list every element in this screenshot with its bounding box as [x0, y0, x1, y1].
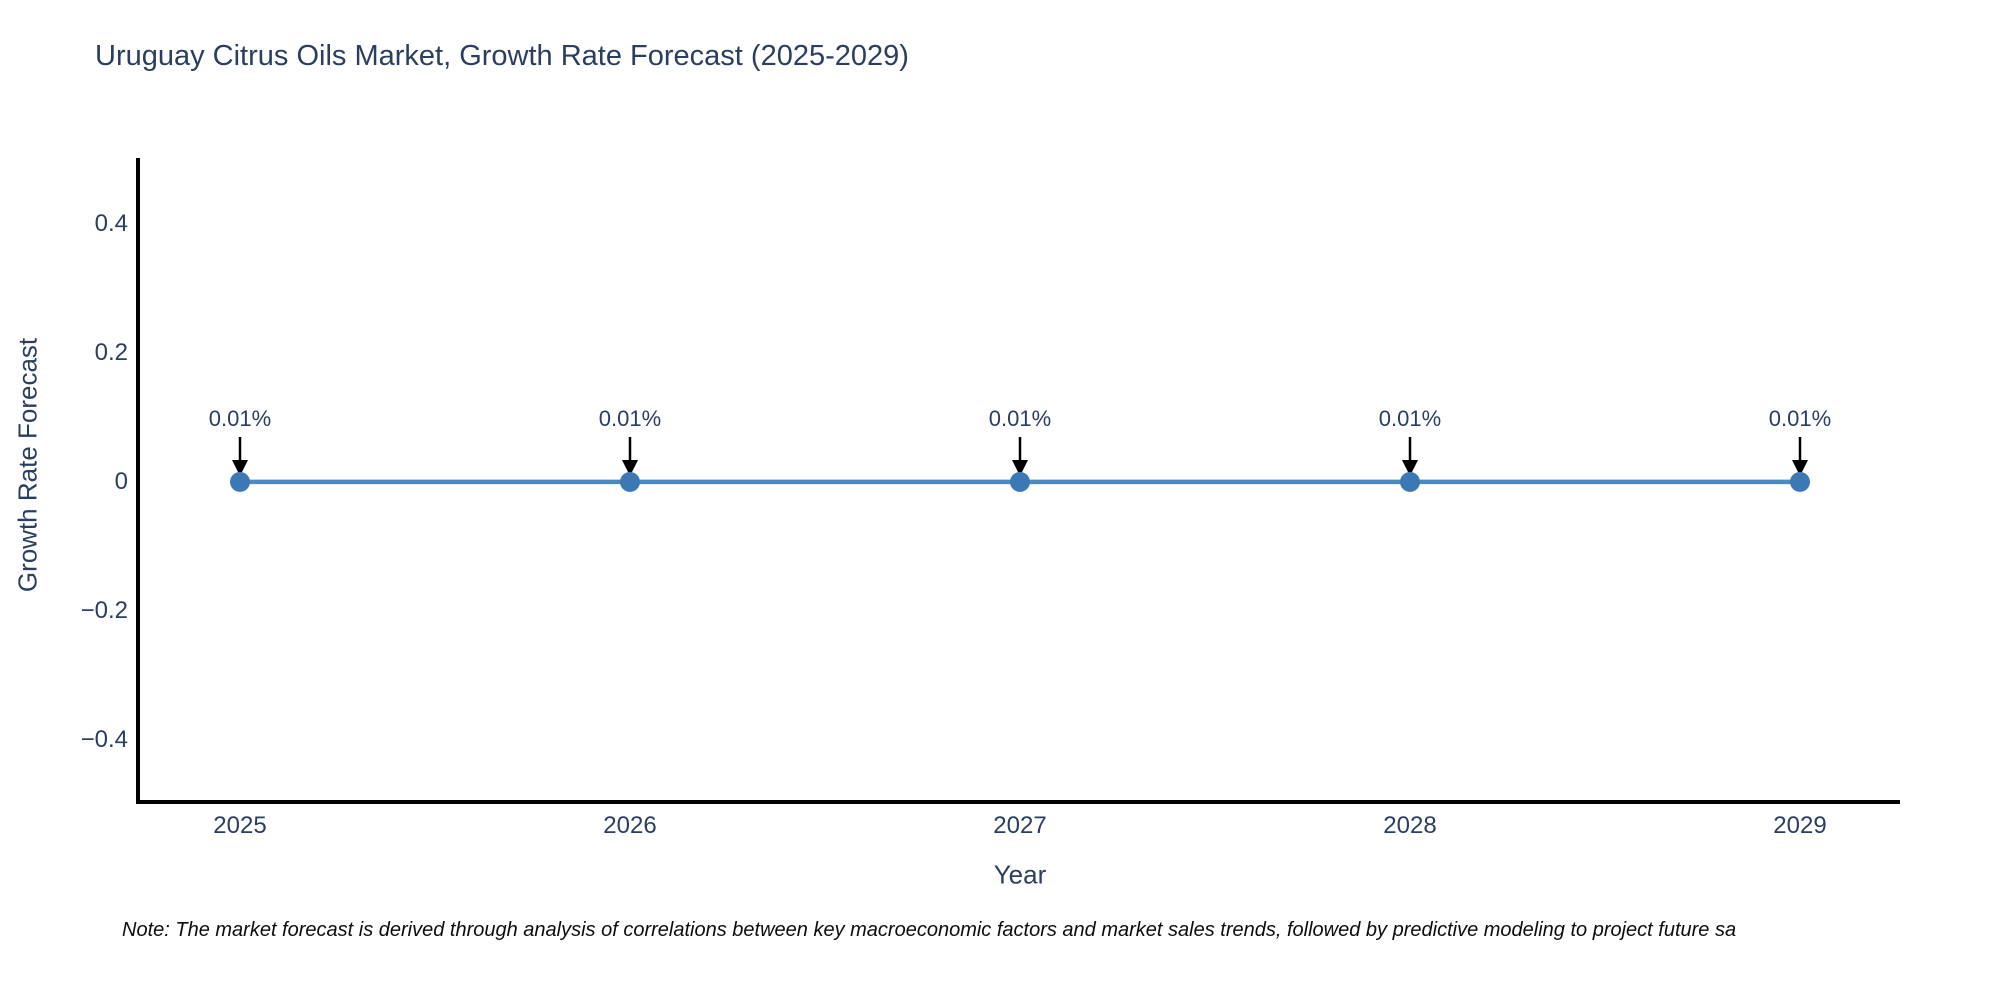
- chart-title: Uruguay Citrus Oils Market, Growth Rate …: [95, 40, 909, 72]
- x-tick-label: 2029: [1773, 812, 1827, 839]
- y-tick-label: −0.2: [80, 597, 128, 624]
- point-annotation-label: 0.01%: [988, 406, 1052, 431]
- x-tick-label: 2025: [213, 812, 267, 839]
- data-point-marker: [1400, 471, 1420, 492]
- y-tick-label: 0.2: [94, 339, 128, 366]
- y-tick-label: 0.4: [94, 210, 128, 237]
- annotation-arrow-head-icon: [232, 460, 248, 476]
- annotation-arrow-head-icon: [622, 460, 638, 476]
- annotation-arrow-head-icon: [1402, 460, 1418, 476]
- data-point-marker: [230, 471, 250, 492]
- y-tick-label: 0: [114, 468, 128, 495]
- x-tick-label: 2026: [603, 812, 657, 839]
- data-point-marker: [620, 471, 640, 492]
- annotation-arrow-head-icon: [1012, 460, 1028, 476]
- x-axis-title: Year: [993, 859, 1047, 890]
- data-point-marker: [1790, 471, 1810, 492]
- annotation-arrow-head-icon: [1792, 460, 1808, 476]
- point-annotation-label: 0.01%: [598, 406, 662, 431]
- y-axis-line: [136, 158, 140, 804]
- point-annotation-label: 0.01%: [1378, 406, 1442, 431]
- footnote: Note: The market forecast is derived thr…: [122, 919, 1737, 941]
- x-tick-label: 2027: [993, 812, 1047, 839]
- point-annotation-label: 0.01%: [208, 406, 272, 431]
- data-point-marker: [1010, 471, 1030, 492]
- point-annotation-label: 0.01%: [1768, 406, 1832, 431]
- x-axis-line: [136, 800, 1900, 804]
- y-tick-label: −0.4: [80, 726, 128, 753]
- x-tick-label: 2028: [1383, 812, 1437, 839]
